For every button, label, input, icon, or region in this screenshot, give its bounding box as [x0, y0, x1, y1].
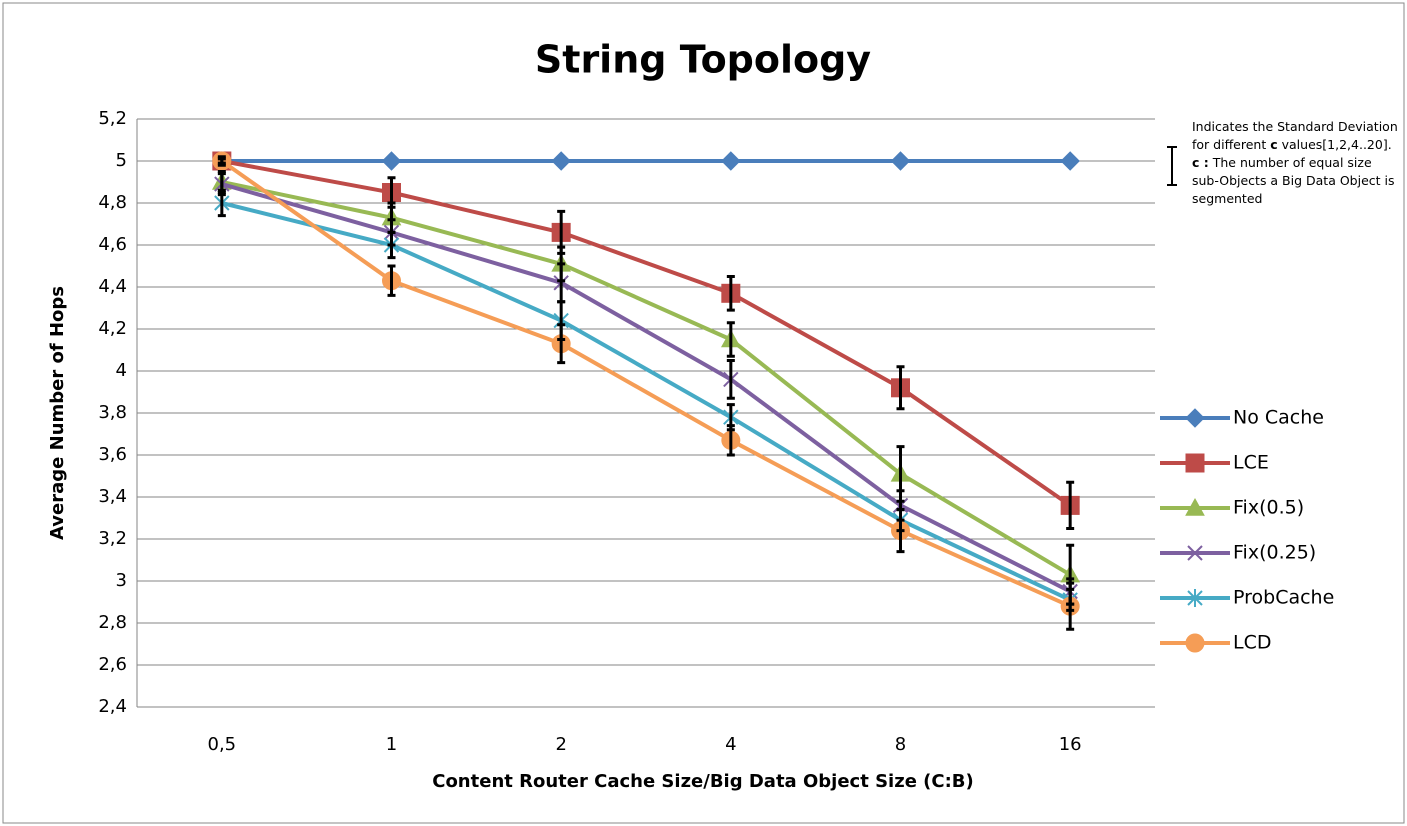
y-tick-label: 5,2: [98, 108, 127, 129]
annotation-text: The number of equal size sub-Objects a B…: [1192, 155, 1395, 206]
y-tick-label: 3,6: [98, 444, 127, 465]
y-tick-label: 4,6: [98, 234, 127, 255]
marker: [1187, 589, 1203, 607]
marker: [1187, 545, 1203, 561]
legend-label: Fix(0.5): [1233, 497, 1304, 519]
legend-label: No Cache: [1233, 407, 1324, 429]
y-tick-label: 2,4: [98, 696, 127, 717]
legend-entry: No Cache: [1160, 407, 1324, 429]
marker: [1185, 408, 1205, 428]
series-line: [220, 159, 1071, 609]
error-bar: [726, 321, 735, 358]
x-axis-title: Content Router Cache Size/Big Data Objec…: [432, 771, 974, 792]
error-bar: [726, 424, 735, 457]
marker: [1185, 453, 1205, 473]
legend-label: ProbCache: [1233, 587, 1334, 609]
legend-label: LCE: [1233, 452, 1269, 474]
chart-title: String Topology: [535, 38, 871, 82]
legend-entry: Fix(0.5): [1160, 497, 1304, 519]
error-bar: [217, 188, 226, 218]
legend-entry: LCE: [1160, 452, 1269, 474]
error-bar: [217, 157, 226, 165]
series-line: [221, 182, 1072, 594]
marker: [890, 151, 911, 171]
x-tick-label: 16: [1059, 734, 1082, 755]
y-tick-label: 3,8: [98, 402, 127, 423]
y-tick-label: 2,8: [98, 612, 127, 633]
legend-entry: Fix(0.25): [1160, 542, 1316, 564]
marker: [551, 151, 571, 171]
error-bar: [896, 508, 905, 554]
x-tick-label: 4: [725, 734, 736, 755]
marker: [1185, 497, 1205, 516]
series: [212, 151, 1080, 171]
legend-entry: ProbCache: [1160, 587, 1334, 609]
error-bar: [1066, 581, 1075, 631]
error-bar: [896, 365, 905, 411]
legend-label: LCD: [1233, 632, 1271, 654]
annotation-text: c: [1270, 137, 1278, 152]
error-bar: [387, 230, 396, 260]
y-tick-label: 4,4: [98, 276, 127, 297]
y-tick-label: 3,2: [98, 528, 127, 549]
y-tick-label: 4: [116, 360, 127, 381]
annotation-text: Indicates the Standard Deviation for dif…: [1192, 119, 1398, 152]
x-tick-label: 2: [555, 734, 566, 755]
annotation-icon: [1167, 146, 1177, 186]
series-line: [221, 201, 1072, 602]
x-tick-label: 0,5: [208, 734, 237, 755]
series: [214, 176, 1078, 600]
x-tick-label: 8: [895, 734, 906, 755]
series-line: [221, 159, 1072, 508]
y-axis-title: Average Number of Hops: [47, 286, 68, 540]
annotation-text: values[1,2,4..20].: [1277, 137, 1392, 152]
annotation: Indicates the Standard Deviation for dif…: [1192, 118, 1402, 208]
series-line: [221, 180, 1072, 577]
annotation-text: c :: [1192, 155, 1209, 170]
legend-label: Fix(0.25): [1233, 542, 1316, 564]
y-tick-label: 3,4: [98, 486, 127, 507]
y-tick-label: 4,8: [98, 192, 127, 213]
y-tick-label: 5: [116, 150, 127, 171]
error-bar: [726, 359, 735, 400]
marker: [381, 151, 402, 171]
y-tick-label: 2,6: [98, 654, 127, 675]
error-bar: [726, 275, 735, 312]
marker: [721, 151, 741, 171]
y-tick-label: 3: [116, 570, 127, 591]
error-bar: [557, 323, 566, 365]
x-tick-label: 1: [386, 734, 397, 755]
error-bar: [1066, 480, 1075, 530]
marker: [1060, 151, 1080, 171]
legend-entry: LCD: [1160, 632, 1271, 654]
error-bar: [387, 264, 396, 297]
marker: [1185, 633, 1205, 653]
y-tick-label: 4,2: [98, 318, 127, 339]
